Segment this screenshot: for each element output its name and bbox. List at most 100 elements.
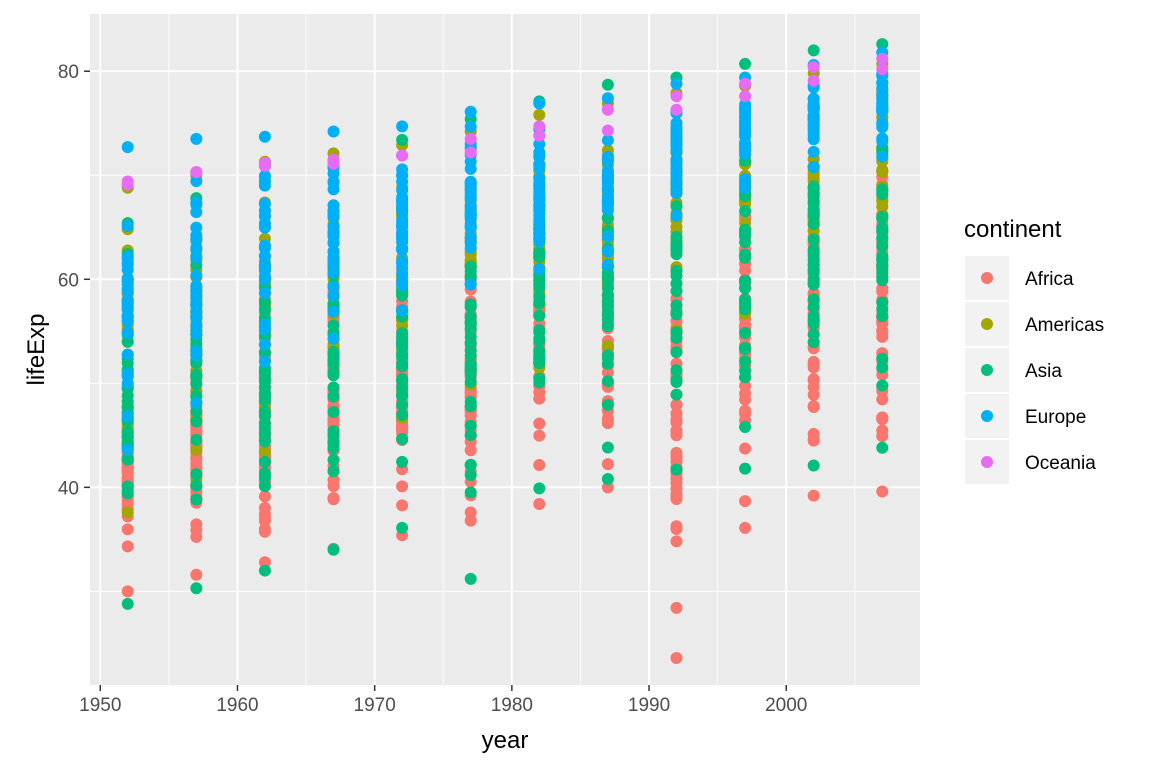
data-point-asia bbox=[327, 381, 340, 394]
data-point-europe bbox=[190, 241, 203, 254]
data-point-asia bbox=[396, 398, 409, 411]
data-point-americas bbox=[121, 506, 134, 519]
data-point-asia bbox=[601, 273, 614, 286]
data-point-europe bbox=[258, 221, 271, 234]
data-point-asia bbox=[533, 350, 546, 363]
data-point-asia bbox=[258, 295, 271, 308]
data-point-europe bbox=[601, 230, 614, 243]
legend-label-oceania: Oceania bbox=[1025, 453, 1096, 474]
data-point-europe bbox=[258, 239, 271, 252]
data-point-europe bbox=[464, 221, 477, 234]
data-point-europe bbox=[327, 176, 340, 189]
y-tick-label: 40 bbox=[58, 478, 79, 499]
data-point-asia bbox=[533, 278, 546, 291]
data-point-asia bbox=[876, 221, 889, 234]
data-point-europe bbox=[327, 266, 340, 279]
data-point-asia bbox=[739, 282, 752, 295]
y-tick-label: 60 bbox=[58, 270, 79, 291]
data-point-asia bbox=[396, 348, 409, 361]
data-point-africa bbox=[601, 481, 614, 494]
data-point-oceania bbox=[670, 103, 683, 116]
x-tick-label: 1950 bbox=[79, 695, 121, 716]
data-point-africa bbox=[327, 480, 340, 493]
data-point-europe bbox=[190, 285, 203, 298]
data-point-europe bbox=[121, 348, 134, 361]
legend-label-europe: Europe bbox=[1025, 407, 1086, 428]
data-point-africa bbox=[807, 361, 820, 374]
data-point-oceania bbox=[121, 175, 134, 188]
data-point-asia bbox=[670, 269, 683, 282]
data-point-europe bbox=[190, 269, 203, 282]
data-point-asia bbox=[601, 352, 614, 365]
data-point-asia bbox=[601, 308, 614, 321]
data-point-asia bbox=[396, 455, 409, 468]
data-point-asia bbox=[739, 421, 752, 434]
data-point-asia bbox=[601, 78, 614, 91]
data-point-americas bbox=[601, 339, 614, 352]
data-point-asia bbox=[670, 307, 683, 320]
data-point-europe bbox=[396, 199, 409, 212]
data-point-europe bbox=[533, 227, 546, 240]
data-point-africa bbox=[807, 400, 820, 413]
data-point-europe bbox=[670, 168, 683, 181]
data-point-europe bbox=[327, 305, 340, 318]
data-point-asia bbox=[464, 469, 477, 482]
data-point-europe bbox=[396, 242, 409, 255]
data-point-africa bbox=[190, 568, 203, 581]
data-point-asia bbox=[807, 258, 820, 271]
data-point-europe bbox=[739, 107, 752, 120]
data-point-africa bbox=[670, 651, 683, 664]
legend: continent Africa Americas Asia Europe Oceani… bbox=[964, 216, 1104, 484]
data-point-asia bbox=[464, 298, 477, 311]
data-point-asia bbox=[464, 375, 477, 388]
data-point-asia bbox=[533, 290, 546, 303]
data-point-europe bbox=[807, 125, 820, 138]
data-point-europe bbox=[258, 249, 271, 262]
data-point-europe bbox=[807, 112, 820, 125]
data-point-asia bbox=[876, 379, 889, 392]
data-point-oceania bbox=[258, 156, 271, 169]
data-point-asia bbox=[807, 217, 820, 230]
data-point-europe bbox=[121, 315, 134, 328]
data-point-europe bbox=[121, 370, 134, 383]
data-point-europe bbox=[190, 345, 203, 358]
data-point-africa bbox=[190, 530, 203, 543]
data-point-asia bbox=[121, 431, 134, 444]
data-point-oceania bbox=[464, 132, 477, 145]
data-point-africa bbox=[739, 521, 752, 534]
data-point-asia bbox=[739, 341, 752, 354]
legend-label-americas: Americas bbox=[1025, 315, 1104, 336]
data-point-oceania bbox=[876, 52, 889, 65]
x-tick-label: 1960 bbox=[216, 695, 258, 716]
data-point-africa bbox=[739, 442, 752, 455]
data-point-oceania bbox=[327, 153, 340, 166]
data-point-europe bbox=[327, 125, 340, 138]
data-point-europe bbox=[533, 146, 546, 159]
data-point-africa bbox=[601, 458, 614, 471]
data-point-europe bbox=[670, 178, 683, 191]
data-point-africa bbox=[121, 523, 134, 536]
data-point-asia bbox=[670, 364, 683, 377]
data-point-europe bbox=[258, 204, 271, 217]
data-point-europe bbox=[533, 235, 546, 248]
data-point-asia bbox=[258, 468, 271, 481]
data-point-europe bbox=[601, 258, 614, 271]
data-point-asia bbox=[464, 265, 477, 278]
data-point-africa bbox=[670, 492, 683, 505]
data-point-asia bbox=[670, 346, 683, 359]
data-point-asia bbox=[670, 284, 683, 297]
data-point-europe bbox=[258, 323, 271, 336]
data-point-asia bbox=[533, 309, 546, 322]
data-point-europe bbox=[533, 138, 546, 151]
legend-items: Africa Americas Asia Europe Oceania bbox=[965, 256, 1104, 484]
data-point-asia bbox=[739, 250, 752, 263]
data-point-asia bbox=[739, 236, 752, 249]
legend-marker-asia bbox=[981, 364, 993, 376]
data-point-africa bbox=[533, 497, 546, 510]
data-point-europe bbox=[121, 443, 134, 456]
data-point-asia bbox=[258, 480, 271, 493]
data-point-asia bbox=[396, 327, 409, 340]
data-point-asia bbox=[396, 336, 409, 349]
data-point-asia bbox=[190, 582, 203, 595]
data-point-europe bbox=[190, 319, 203, 332]
